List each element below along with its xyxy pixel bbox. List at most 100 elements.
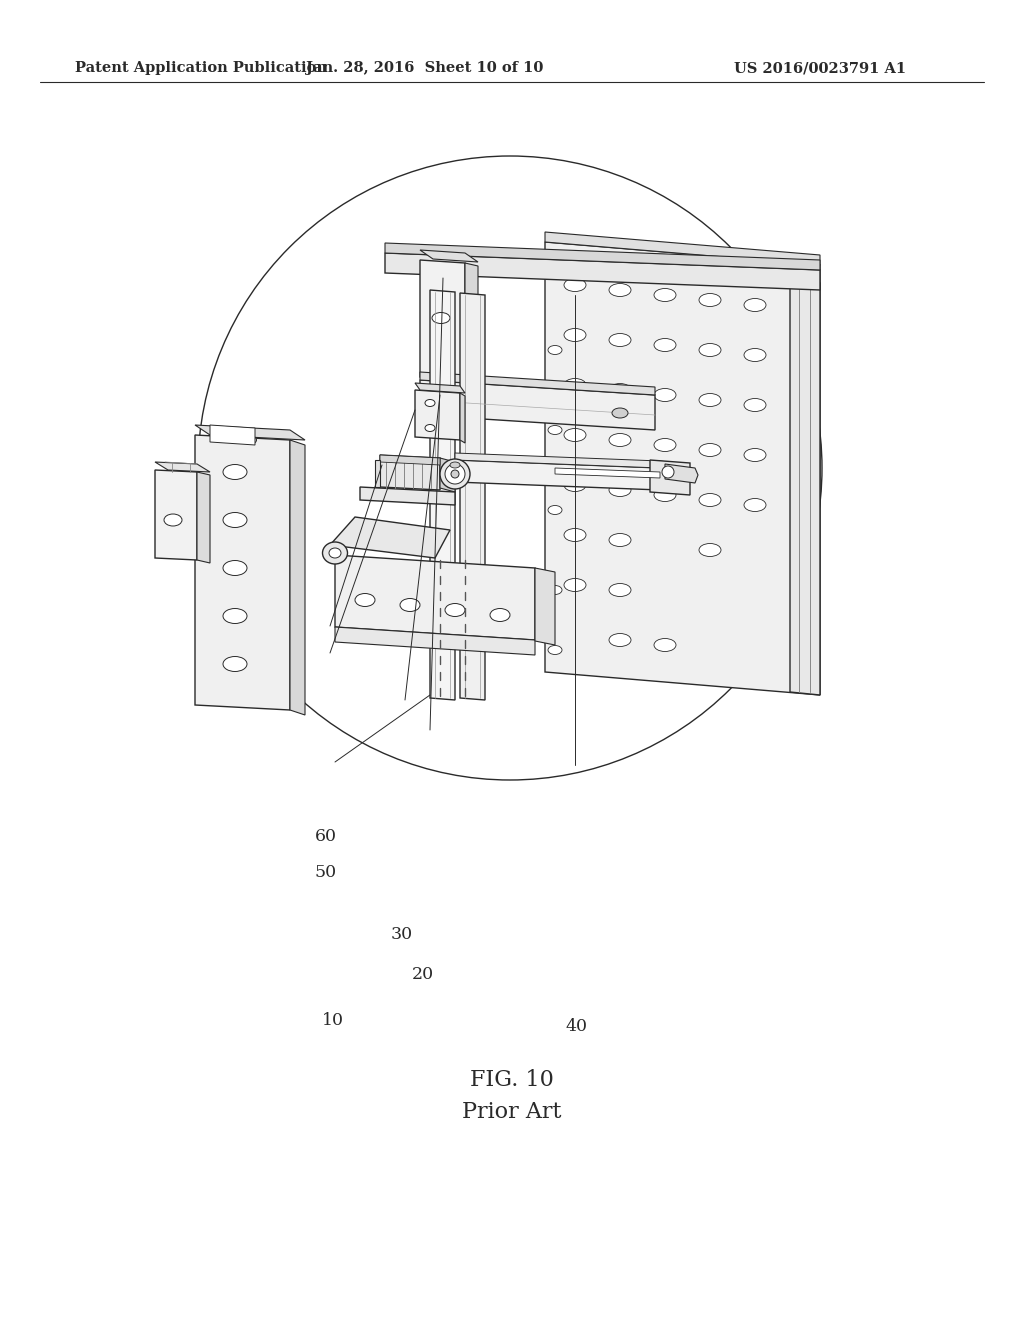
- Ellipse shape: [548, 586, 562, 594]
- Polygon shape: [360, 487, 455, 506]
- Ellipse shape: [744, 449, 766, 462]
- Ellipse shape: [548, 645, 562, 655]
- Ellipse shape: [445, 603, 465, 616]
- Ellipse shape: [323, 543, 347, 564]
- Polygon shape: [555, 469, 660, 478]
- Polygon shape: [155, 462, 210, 473]
- Ellipse shape: [440, 459, 470, 488]
- Ellipse shape: [400, 598, 420, 611]
- Polygon shape: [415, 383, 465, 393]
- Polygon shape: [665, 465, 698, 483]
- Polygon shape: [465, 263, 478, 383]
- Ellipse shape: [654, 488, 676, 502]
- Ellipse shape: [445, 465, 465, 484]
- Ellipse shape: [744, 348, 766, 362]
- Polygon shape: [210, 425, 255, 445]
- Ellipse shape: [548, 346, 562, 355]
- Text: US 2016/0023791 A1: US 2016/0023791 A1: [734, 61, 906, 75]
- Ellipse shape: [654, 338, 676, 351]
- Ellipse shape: [609, 284, 631, 297]
- Ellipse shape: [223, 465, 247, 479]
- Text: 10: 10: [322, 1012, 344, 1028]
- Ellipse shape: [432, 313, 450, 323]
- Ellipse shape: [744, 499, 766, 511]
- Ellipse shape: [699, 293, 721, 306]
- Ellipse shape: [699, 343, 721, 356]
- Ellipse shape: [609, 533, 631, 546]
- Ellipse shape: [564, 479, 586, 491]
- Ellipse shape: [548, 425, 562, 434]
- Text: 40: 40: [565, 1019, 588, 1035]
- Text: Patent Application Publication: Patent Application Publication: [75, 61, 327, 75]
- Polygon shape: [330, 517, 450, 558]
- Ellipse shape: [564, 578, 586, 591]
- Ellipse shape: [223, 561, 247, 576]
- Ellipse shape: [609, 634, 631, 647]
- Ellipse shape: [609, 583, 631, 597]
- Ellipse shape: [248, 437, 256, 444]
- Polygon shape: [380, 455, 440, 490]
- Polygon shape: [195, 436, 290, 710]
- Text: 30: 30: [390, 927, 413, 942]
- Text: 20: 20: [412, 966, 434, 982]
- Ellipse shape: [450, 462, 460, 469]
- Polygon shape: [385, 253, 820, 290]
- Text: 60: 60: [314, 829, 337, 845]
- Polygon shape: [290, 440, 305, 715]
- Polygon shape: [455, 459, 660, 490]
- Polygon shape: [197, 473, 210, 564]
- Ellipse shape: [223, 609, 247, 623]
- Polygon shape: [195, 425, 305, 440]
- Ellipse shape: [744, 298, 766, 312]
- Ellipse shape: [699, 544, 721, 557]
- Ellipse shape: [564, 329, 586, 342]
- Ellipse shape: [662, 466, 674, 478]
- Polygon shape: [460, 393, 465, 444]
- Ellipse shape: [564, 528, 586, 541]
- Polygon shape: [420, 249, 478, 261]
- Polygon shape: [420, 372, 655, 395]
- Ellipse shape: [451, 470, 459, 478]
- Ellipse shape: [490, 609, 510, 622]
- Text: Jan. 28, 2016  Sheet 10 of 10: Jan. 28, 2016 Sheet 10 of 10: [306, 61, 544, 75]
- Polygon shape: [155, 470, 197, 560]
- Ellipse shape: [564, 379, 586, 392]
- Polygon shape: [420, 260, 465, 380]
- Ellipse shape: [609, 483, 631, 496]
- Ellipse shape: [164, 513, 182, 525]
- Ellipse shape: [654, 388, 676, 401]
- Ellipse shape: [612, 408, 628, 418]
- Polygon shape: [375, 459, 380, 487]
- Ellipse shape: [609, 433, 631, 446]
- Ellipse shape: [699, 444, 721, 457]
- Polygon shape: [545, 242, 820, 696]
- Polygon shape: [420, 380, 655, 430]
- Ellipse shape: [564, 429, 586, 441]
- Polygon shape: [650, 459, 690, 495]
- Polygon shape: [455, 453, 660, 469]
- Polygon shape: [335, 627, 535, 655]
- Ellipse shape: [223, 656, 247, 672]
- Ellipse shape: [744, 399, 766, 412]
- Polygon shape: [415, 389, 460, 440]
- Text: 50: 50: [314, 865, 337, 880]
- Polygon shape: [660, 461, 680, 492]
- Ellipse shape: [223, 512, 247, 528]
- Polygon shape: [440, 458, 455, 492]
- Ellipse shape: [609, 334, 631, 346]
- Ellipse shape: [699, 393, 721, 407]
- Ellipse shape: [329, 548, 341, 558]
- Ellipse shape: [654, 639, 676, 652]
- Ellipse shape: [425, 425, 435, 432]
- Ellipse shape: [425, 400, 435, 407]
- Ellipse shape: [654, 438, 676, 451]
- Ellipse shape: [548, 506, 562, 515]
- Polygon shape: [430, 290, 455, 700]
- Polygon shape: [460, 293, 485, 700]
- Polygon shape: [380, 455, 440, 465]
- Ellipse shape: [564, 279, 586, 292]
- Polygon shape: [535, 568, 555, 645]
- Text: FIG. 10: FIG. 10: [470, 1069, 554, 1092]
- Ellipse shape: [355, 594, 375, 606]
- Polygon shape: [790, 280, 820, 696]
